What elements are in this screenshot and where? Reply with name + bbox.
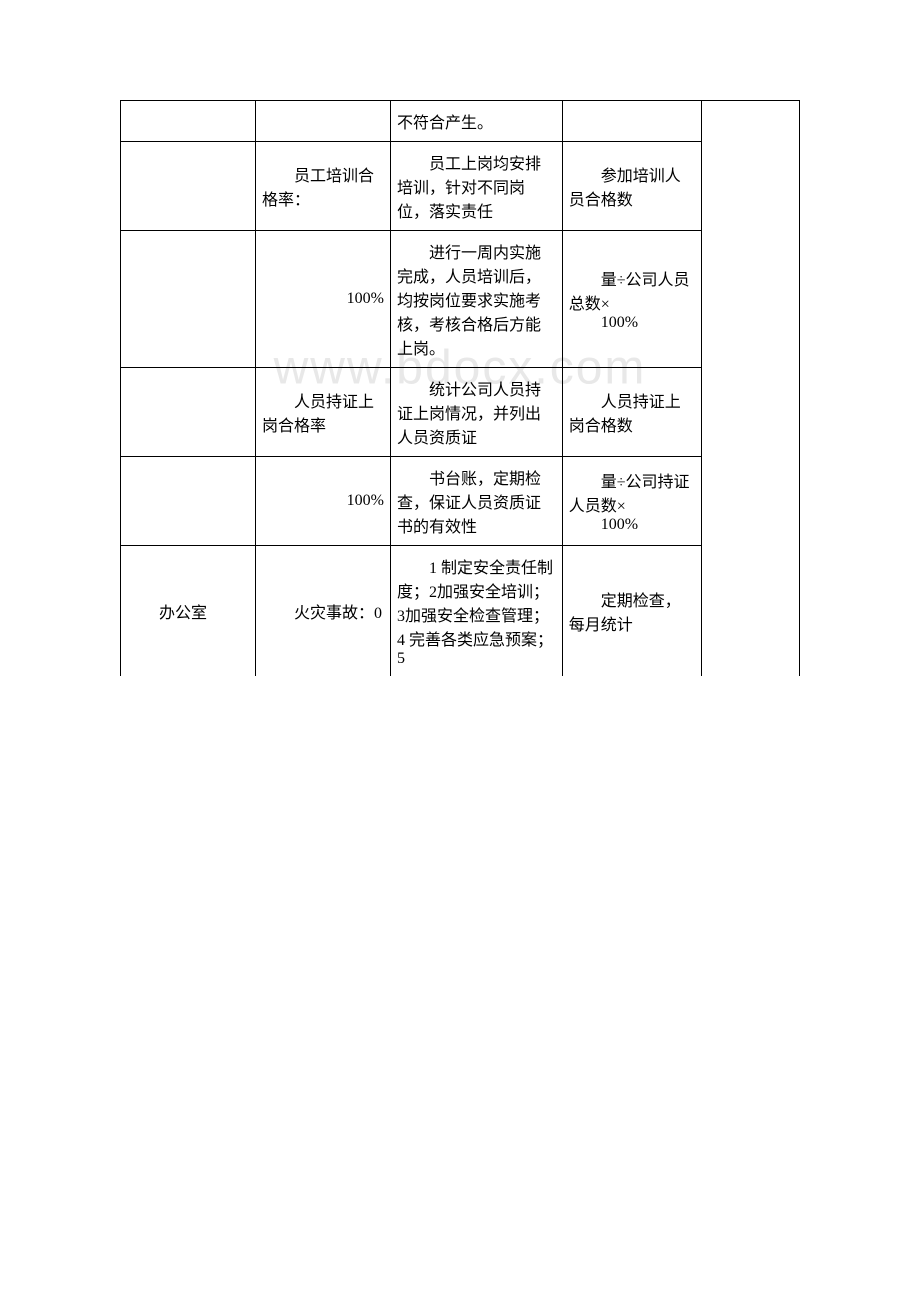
table-row: 100% 书台账，定期检查，保证人员资质证书的有效性 量÷公司持证人员数× 10… — [121, 457, 800, 546]
cell-col1 — [121, 142, 256, 231]
cell-col3: 书台账，定期检查，保证人员资质证书的有效性 — [390, 457, 562, 546]
table-row: 人员持证上岗合格率 统计公司人员持证上岗情况，并列出人员资质证 人员持证上岗合格… — [121, 368, 800, 457]
cell-col2: 人员持证上岗合格率 — [255, 368, 390, 457]
cell-col2 — [255, 101, 390, 142]
cell-col4: 定期检查，每月统计 — [562, 546, 701, 677]
cell-col3: 统计公司人员持证上岗情况，并列出人员资质证 — [390, 368, 562, 457]
cell-col1: 办公室 — [121, 546, 256, 677]
table-row: 办公室 火灾事故：0 1 制定安全责任制度；2加强安全培训；3加强安全检查管理；… — [121, 546, 800, 677]
table-row: 员工培训合格率： 员工上岗均安排培训，针对不同岗位，落实责任 参加培训人员合格数 — [121, 142, 800, 231]
cell-col4: 人员持证上岗合格数 — [562, 368, 701, 457]
table-row: 不符合产生。 — [121, 101, 800, 142]
cell-col4 — [562, 101, 701, 142]
cell-col4: 量÷公司人员总数× 100% — [562, 231, 701, 368]
cell-col2: 员工培训合格率： — [255, 142, 390, 231]
cell-col4: 量÷公司持证人员数× 100% — [562, 457, 701, 546]
cell-col1 — [121, 101, 256, 142]
cell-col4: 参加培训人员合格数 — [562, 142, 701, 231]
cell-col2: 100% — [255, 231, 390, 368]
table-row: 100% 进行一周内实施完成，人员培训后，均按岗位要求实施考核，考核合格后方能上… — [121, 231, 800, 368]
cell-col5 — [701, 101, 799, 677]
cell-col3: 1 制定安全责任制度；2加强安全培训；3加强安全检查管理；4 完善各类应急预案；… — [390, 546, 562, 677]
cell-col1 — [121, 231, 256, 368]
data-table: 不符合产生。 员工培训合格率： 员工上岗均安排培训，针对不同岗位，落实责任 参加… — [120, 100, 800, 676]
cell-col3: 员工上岗均安排培训，针对不同岗位，落实责任 — [390, 142, 562, 231]
cell-col3: 进行一周内实施完成，人员培训后，均按岗位要求实施考核，考核合格后方能上岗。 — [390, 231, 562, 368]
cell-col1 — [121, 457, 256, 546]
cell-col2: 火灾事故：0 — [255, 546, 390, 677]
cell-col1 — [121, 368, 256, 457]
cell-col3: 不符合产生。 — [390, 101, 562, 142]
cell-col2: 100% — [255, 457, 390, 546]
